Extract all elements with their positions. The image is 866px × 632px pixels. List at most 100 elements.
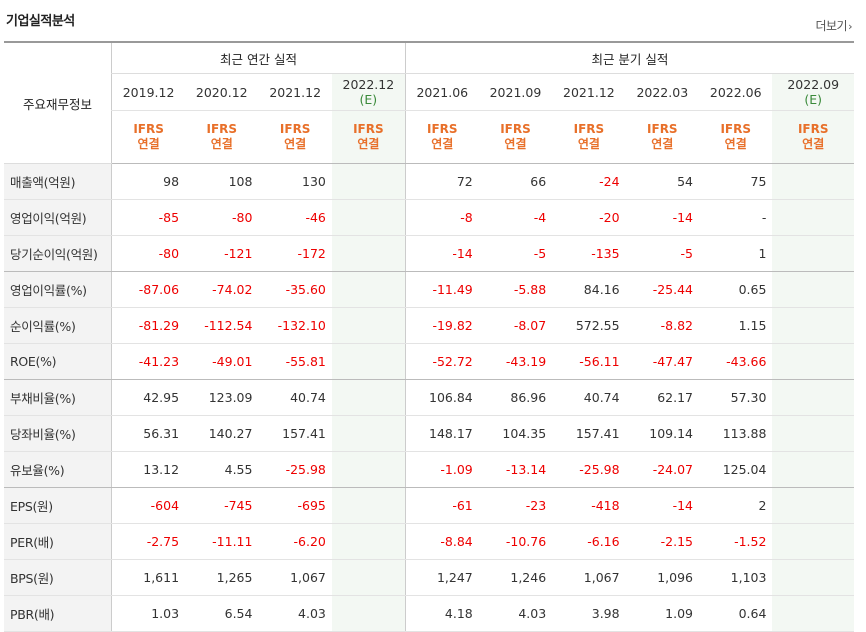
table-row: 유보율(%) 13.12 4.55 -25.98 -1.09 -13.14 -25.98 -2… (4, 451, 854, 488)
value-cell: 125.04 (699, 451, 773, 488)
value-cell (331, 451, 406, 488)
table-row: EPS(원) -604 -745 -695 -61 -23 -418 -14 2 (4, 487, 854, 524)
table-row: ROE(%) -41.23 -49.01 -55.81 -52.72 -43.19 -56.… (4, 343, 854, 380)
ifrs-basis-label: IFRS 연결 (258, 110, 332, 164)
value-cell (772, 487, 854, 524)
value-cell: -135 (552, 235, 626, 272)
value-cell: -5.88 (478, 271, 553, 308)
value-cell: 113.88 (699, 415, 773, 452)
value-cell: 1,611 (111, 559, 186, 596)
value-cell: - (699, 199, 773, 236)
value-cell: -10.76 (478, 523, 553, 560)
value-cell: 40.74 (258, 379, 332, 416)
value-cell: 98 (111, 163, 186, 200)
value-cell: 1,265 (185, 559, 259, 596)
table-row: PER(배) -2.75 -11.11 -6.20 -8.84 -10.76 -6.16 -2… (4, 523, 854, 560)
value-cell: 1,103 (699, 559, 773, 596)
quarter-estimate-period-header: 2022.09 (E) (772, 73, 854, 111)
quarter-period-header: 2022.03 (625, 73, 700, 111)
value-cell: -80 (111, 235, 186, 272)
consolidated-label: 연결 (137, 137, 160, 151)
value-cell: -87.06 (111, 271, 186, 308)
value-cell: 62.17 (625, 379, 700, 416)
value-cell: -80 (185, 199, 259, 236)
value-cell: -25.44 (625, 271, 700, 308)
ifrs-label: IFRS (279, 122, 311, 136)
chevron-right-icon: › (848, 20, 852, 33)
value-cell: -132.10 (258, 307, 332, 344)
value-cell: 84.16 (552, 271, 626, 308)
value-cell: -49.01 (185, 343, 259, 380)
value-cell (331, 199, 406, 236)
value-cell: -25.98 (552, 451, 626, 488)
value-cell: 157.41 (258, 415, 332, 452)
value-cell: -8 (404, 199, 479, 236)
value-cell: -172 (258, 235, 332, 272)
row-label: 당기순이익(억원) (4, 235, 112, 272)
more-link[interactable]: 더보기› (815, 17, 852, 34)
financial-summary-table: 주요재무정보 최근 연간 실적 최근 분기 실적 2019.12 2020.12… (4, 41, 854, 632)
value-cell (772, 559, 854, 596)
table-row: 영업이익(억원) -85 -80 -46 -8 -4 -20 -14- (4, 199, 854, 236)
value-cell (331, 595, 406, 632)
annual-group-header: 최근 연간 실적 (111, 41, 406, 74)
quarter-period-header: 2022.06 (699, 73, 773, 111)
value-cell: 56.31 (111, 415, 186, 452)
value-cell (772, 271, 854, 308)
consolidated-label: 연결 (210, 137, 233, 151)
value-cell (772, 415, 854, 452)
ifrs-label: IFRS (353, 122, 384, 136)
value-cell: -14 (404, 235, 479, 272)
value-cell: -6.20 (258, 523, 332, 560)
quarter-group-header: 최근 분기 실적 (404, 41, 854, 74)
value-cell: -43.19 (478, 343, 553, 380)
table-row: 순이익률(%) -81.29 -112.54 -132.10 -19.82 -8.07 57… (4, 307, 854, 344)
ifrs-label: IFRS (427, 122, 458, 136)
value-cell: 1 (699, 235, 773, 272)
value-cell (331, 163, 406, 200)
value-cell: 66 (478, 163, 553, 200)
value-cell: 6.54 (185, 595, 259, 632)
table-row: 영업이익률(%) -87.06 -74.02 -35.60 -11.49 -5.88 84.… (4, 271, 854, 308)
value-cell: -47.47 (625, 343, 700, 380)
value-cell: 140.27 (185, 415, 259, 452)
value-cell: -11.49 (404, 271, 479, 308)
quarter-period-header: 2021.12 (552, 73, 626, 111)
value-cell: -24.07 (625, 451, 700, 488)
quarter-period-header: 2021.09 (478, 73, 553, 111)
value-cell: 42.95 (111, 379, 186, 416)
ifrs-label: IFRS (647, 122, 678, 136)
value-cell (772, 379, 854, 416)
value-cell: 130 (258, 163, 332, 200)
value-cell (772, 199, 854, 236)
value-cell: 2 (699, 487, 773, 524)
value-cell: -745 (185, 487, 259, 524)
value-cell (331, 307, 406, 344)
ifrs-basis-label: IFRS 연결 (111, 110, 186, 164)
consolidated-label: 연결 (357, 137, 380, 151)
value-cell (331, 523, 406, 560)
value-cell: -74.02 (185, 271, 259, 308)
estimate-marker: (E) (359, 92, 378, 107)
ifrs-basis-label: IFRS 연결 (625, 110, 700, 164)
value-cell: -56.11 (552, 343, 626, 380)
value-cell (331, 271, 406, 308)
section-title: 기업실적분석 (6, 14, 75, 29)
row-label: 영업이익(억원) (4, 199, 112, 236)
table-row: 부채비율(%) 42.95 123.09 40.74 106.84 86.96 40.74 6… (4, 379, 854, 416)
value-cell: -8.84 (404, 523, 479, 560)
value-cell: 1.03 (111, 595, 186, 632)
value-cell: 1,067 (258, 559, 332, 596)
row-label: 유보율(%) (4, 451, 112, 488)
value-cell: 4.55 (185, 451, 259, 488)
consolidated-label: 연결 (651, 137, 674, 151)
value-cell: -8.07 (478, 307, 553, 344)
value-cell: -46 (258, 199, 332, 236)
value-cell: 57.30 (699, 379, 773, 416)
value-cell: 86.96 (478, 379, 553, 416)
value-cell: 108 (185, 163, 259, 200)
value-cell: 0.64 (699, 595, 773, 632)
value-cell (331, 415, 406, 452)
value-cell: -13.14 (478, 451, 553, 488)
value-cell: 1,067 (552, 559, 626, 596)
